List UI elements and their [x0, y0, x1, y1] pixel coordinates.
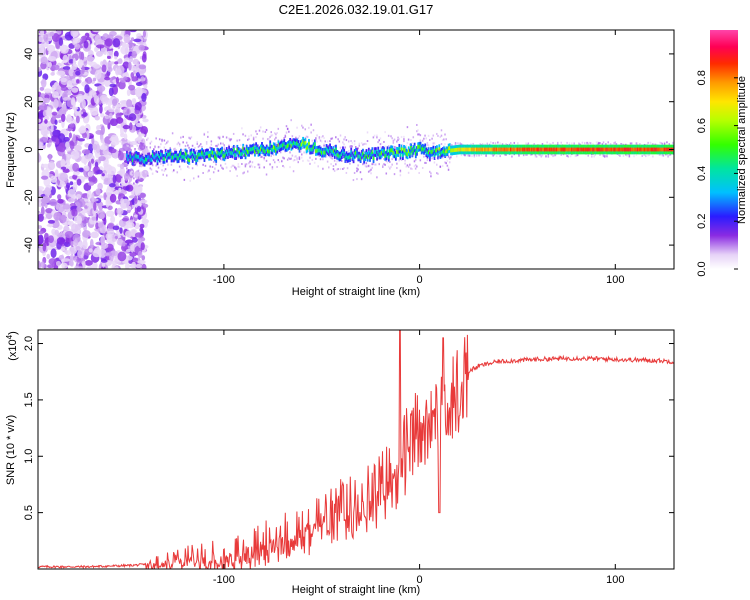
y-tick-label: 0: [23, 146, 35, 152]
y-tick-label: -40: [23, 237, 35, 253]
x-tick-label: -100: [213, 574, 235, 586]
snr-y-ticks: 0.5 1.0 1.5 2.0: [23, 336, 674, 520]
colorbar-tick-label: 0.6: [696, 118, 708, 133]
y-tick-label: 40: [23, 48, 35, 60]
spectrogram-y-label: Frequency (Hz): [5, 112, 17, 188]
colorbar-gradient: [710, 30, 738, 269]
x-tick-label: -100: [213, 274, 235, 286]
colorbar-tick-label: 0.8: [696, 70, 708, 85]
snr-x-label: Height of straight line (km): [292, 584, 420, 596]
y-tick-label: -20: [23, 189, 35, 205]
colorbar-tick-label: 0.2: [696, 214, 708, 229]
y-tick-label: 0.5: [23, 505, 35, 520]
spectrogram-x-label: Height of straight line (km): [292, 286, 420, 298]
x-tick-label: 100: [606, 274, 624, 286]
snr-y-multiplier: (x104): [5, 331, 19, 361]
spectrogram-panel: -100 0 100 -40 -20 0 20 40 Height of straight …: [5, 29, 675, 298]
snr-series-line: [38, 330, 674, 569]
snr-y-label: SNR (10 * v/v): [5, 415, 17, 485]
colorbar-label: Normalized spectral amplitude: [736, 76, 748, 224]
y-tick-label: 1.5: [23, 392, 35, 407]
x-tick-label: 0: [417, 274, 423, 286]
spectrogram-image: [38, 30, 674, 269]
x-tick-label: 100: [606, 574, 624, 586]
colorbar: 0.0 0.2 0.4 0.6 0.8 Normalized spectral ampl…: [696, 30, 748, 277]
snr-x-ticks: -100 0 100: [213, 330, 624, 586]
colorbar-tick-label: 0.4: [696, 166, 708, 181]
colorbar-ticks: 0.0 0.2 0.4 0.6 0.8: [696, 70, 738, 277]
x-tick-label: 0: [417, 574, 423, 586]
snr-frame: [37, 329, 675, 570]
y-tick-label: 2.0: [23, 336, 35, 351]
snr-plot-area: [38, 330, 674, 569]
chart-title: C2E1.2026.032.19.01.G17: [279, 2, 434, 17]
spectrogram-y-ticks: -40 -20 0 20 40: [23, 48, 674, 253]
spectrogram-x-ticks: -100 0 100: [213, 30, 624, 286]
y-tick-label: 20: [23, 96, 35, 108]
colorbar-tick-label: 0.0: [696, 261, 708, 276]
y-tick-label: 1.0: [23, 449, 35, 464]
snr-panel: -100 0 100 0.5 1.0 1.5 2.0 Height of straight…: [5, 329, 675, 596]
